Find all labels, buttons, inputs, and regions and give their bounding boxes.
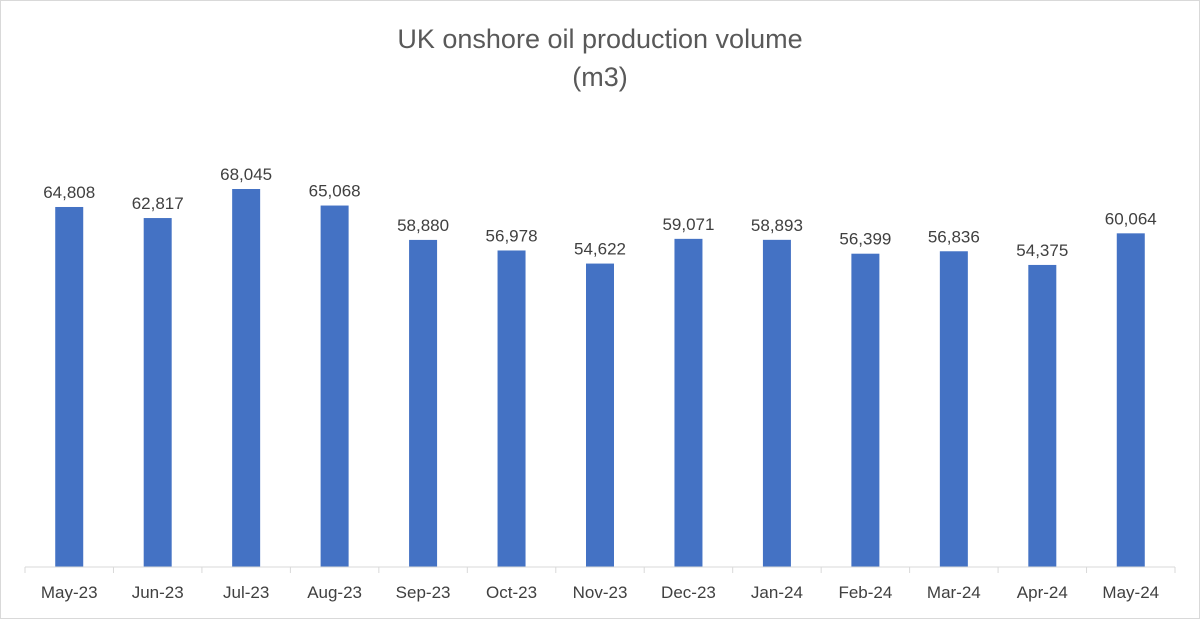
bar-jan-24	[762, 239, 791, 568]
data-label: 56,978	[486, 226, 538, 245]
bar-may-24	[1116, 233, 1145, 567]
x-tick-label: Feb-24	[838, 583, 892, 602]
data-label: 56,399	[839, 230, 891, 249]
x-tick-label: Jan-24	[751, 583, 803, 602]
x-tick-label: Dec-23	[661, 583, 716, 602]
bar-oct-23	[497, 250, 526, 567]
bar-apr-24	[1028, 264, 1057, 567]
x-tick-label: Oct-23	[486, 583, 537, 602]
x-axis: May-23 Jun-23 Jul-23 Aug-23 Sep-23 Oct-23 Nov-…	[24, 566, 1176, 602]
bar-jul-23	[232, 189, 261, 567]
bar-may-23	[55, 206, 84, 568]
bar-feb-24	[851, 253, 880, 567]
data-labels-group: 64,808 62,817 68,045 65,068 58,880 56,978 54,6…	[43, 165, 1157, 260]
x-tick-label: Jul-23	[223, 583, 269, 602]
bar-sep-23	[409, 239, 438, 568]
bar-jun-23	[143, 218, 172, 568]
x-tick-label: Jun-23	[132, 583, 184, 602]
x-tick-label: May-23	[41, 583, 98, 602]
chart-title-unit: (m3)	[572, 62, 628, 92]
x-tick-label: Mar-24	[927, 583, 981, 602]
bars-group	[55, 189, 1145, 568]
x-tick-label: Nov-23	[573, 583, 628, 602]
bar-aug-23	[320, 205, 349, 568]
chart-title: UK onshore oil production volume	[397, 24, 803, 54]
data-label: 58,880	[397, 216, 449, 235]
bar-nov-23	[586, 263, 614, 567]
x-tick-label: May-24	[1102, 583, 1159, 602]
data-label: 68,045	[220, 165, 272, 184]
data-label: 54,375	[1016, 241, 1068, 260]
x-tick-label: Sep-23	[396, 583, 451, 602]
x-tick-label: Apr-24	[1017, 583, 1068, 602]
data-label: 59,071	[662, 215, 714, 234]
data-label: 58,893	[751, 216, 803, 235]
data-label: 64,808	[43, 183, 95, 202]
bar-dec-23	[674, 238, 703, 567]
data-label: 54,622	[574, 240, 626, 259]
data-label: 62,817	[132, 194, 184, 213]
x-tick-label: Aug-23	[307, 583, 362, 602]
bar-mar-24	[939, 251, 968, 567]
data-label: 65,068	[309, 182, 361, 201]
data-label: 60,064	[1105, 209, 1157, 228]
data-label: 56,836	[928, 227, 980, 246]
